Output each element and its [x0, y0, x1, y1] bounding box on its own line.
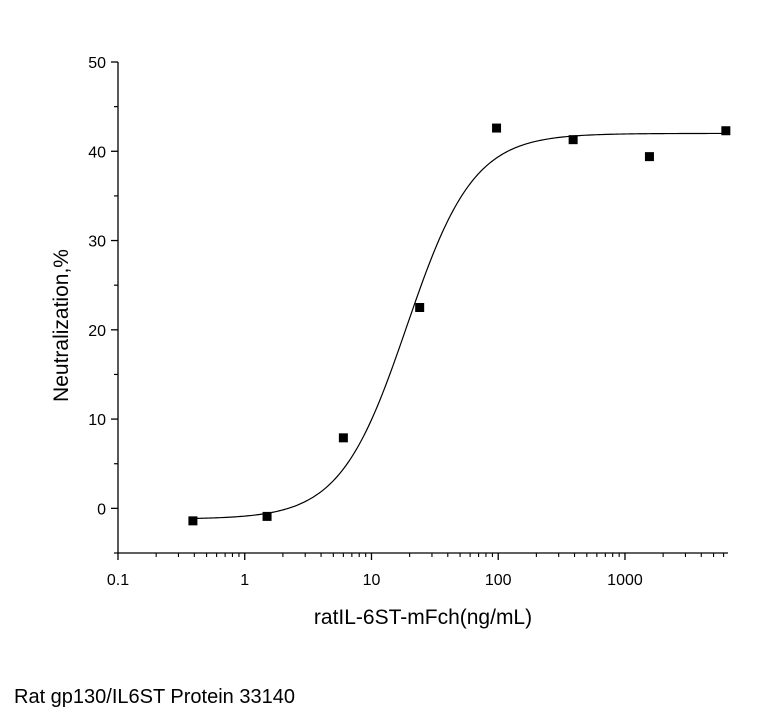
- neutralization-chart: 0 10 20 30 40 50 0.1 1 10 100 1000 ratIL-6ST-mFch…: [50, 55, 731, 629]
- x-axis-ticks: 0.1 1 10 100 1000: [107, 553, 725, 589]
- x-tick-label: 0.1: [107, 572, 129, 589]
- y-tick-label: 50: [88, 55, 106, 72]
- data-points: [188, 123, 731, 526]
- y-tick-label: 30: [88, 234, 106, 251]
- x-tick-label: 10: [363, 572, 381, 589]
- y-tick-label: 0: [97, 501, 106, 518]
- fit-curve: [192, 132, 726, 520]
- x-tick-label: 1: [240, 572, 249, 589]
- data-point: [415, 303, 425, 312]
- data-point: [492, 123, 502, 133]
- figure-caption: Rat gp130/IL6ST Protein 33140: [14, 686, 295, 708]
- y-tick-label: 10: [88, 412, 106, 429]
- data-point: [644, 152, 654, 162]
- y-tick-label: 40: [88, 144, 106, 161]
- plot-frame: [117, 62, 728, 554]
- data-point: [338, 433, 348, 443]
- data-point: [188, 516, 198, 526]
- y-axis-title: Neutralization,%: [50, 249, 73, 402]
- x-tick-label: 100: [485, 572, 512, 589]
- data-point: [262, 511, 272, 521]
- data-point: [721, 126, 731, 136]
- y-axis-ticks: 0 10 20 30 40 50: [88, 55, 118, 554]
- data-point: [568, 135, 578, 145]
- x-axis-title: ratIL-6ST-mFch(ng/mL): [314, 606, 532, 629]
- y-tick-label: 20: [88, 323, 106, 340]
- x-tick-label: 1000: [607, 572, 643, 589]
